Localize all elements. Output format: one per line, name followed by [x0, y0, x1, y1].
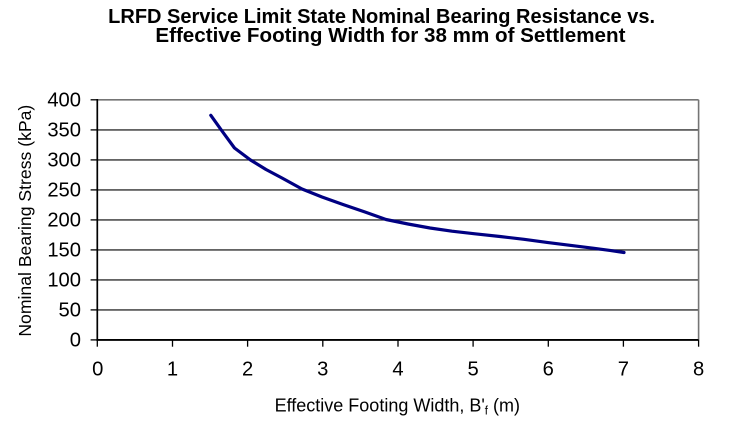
- svg-text:50: 50: [59, 300, 81, 322]
- svg-text:Effective Footing Width for 38: Effective Footing Width for 38 mm of Set…: [155, 24, 625, 47]
- svg-text:6: 6: [543, 359, 554, 381]
- svg-text:Nominal Bearing Stress (kPa): Nominal Bearing Stress (kPa): [15, 105, 35, 337]
- svg-text:2: 2: [242, 359, 253, 381]
- svg-text:LRFD Service Limit State Nomin: LRFD Service Limit State Nominal Bearing…: [108, 6, 655, 28]
- svg-text:150: 150: [47, 240, 81, 262]
- svg-text:400: 400: [47, 90, 81, 112]
- svg-text:300: 300: [47, 150, 81, 172]
- svg-text:250: 250: [47, 180, 81, 202]
- svg-text:0: 0: [92, 359, 103, 381]
- svg-text:350: 350: [47, 120, 81, 142]
- svg-text:1: 1: [167, 359, 178, 381]
- svg-text:Effective Footing Width, B'f (: Effective Footing Width, B'f (m): [275, 395, 520, 417]
- svg-text:3: 3: [317, 359, 328, 381]
- svg-text:8: 8: [693, 359, 704, 381]
- svg-text:100: 100: [47, 270, 81, 292]
- svg-text:4: 4: [392, 359, 403, 381]
- svg-text:7: 7: [618, 359, 629, 381]
- svg-text:0: 0: [70, 330, 81, 352]
- svg-text:200: 200: [47, 210, 81, 232]
- svg-text:5: 5: [467, 359, 478, 381]
